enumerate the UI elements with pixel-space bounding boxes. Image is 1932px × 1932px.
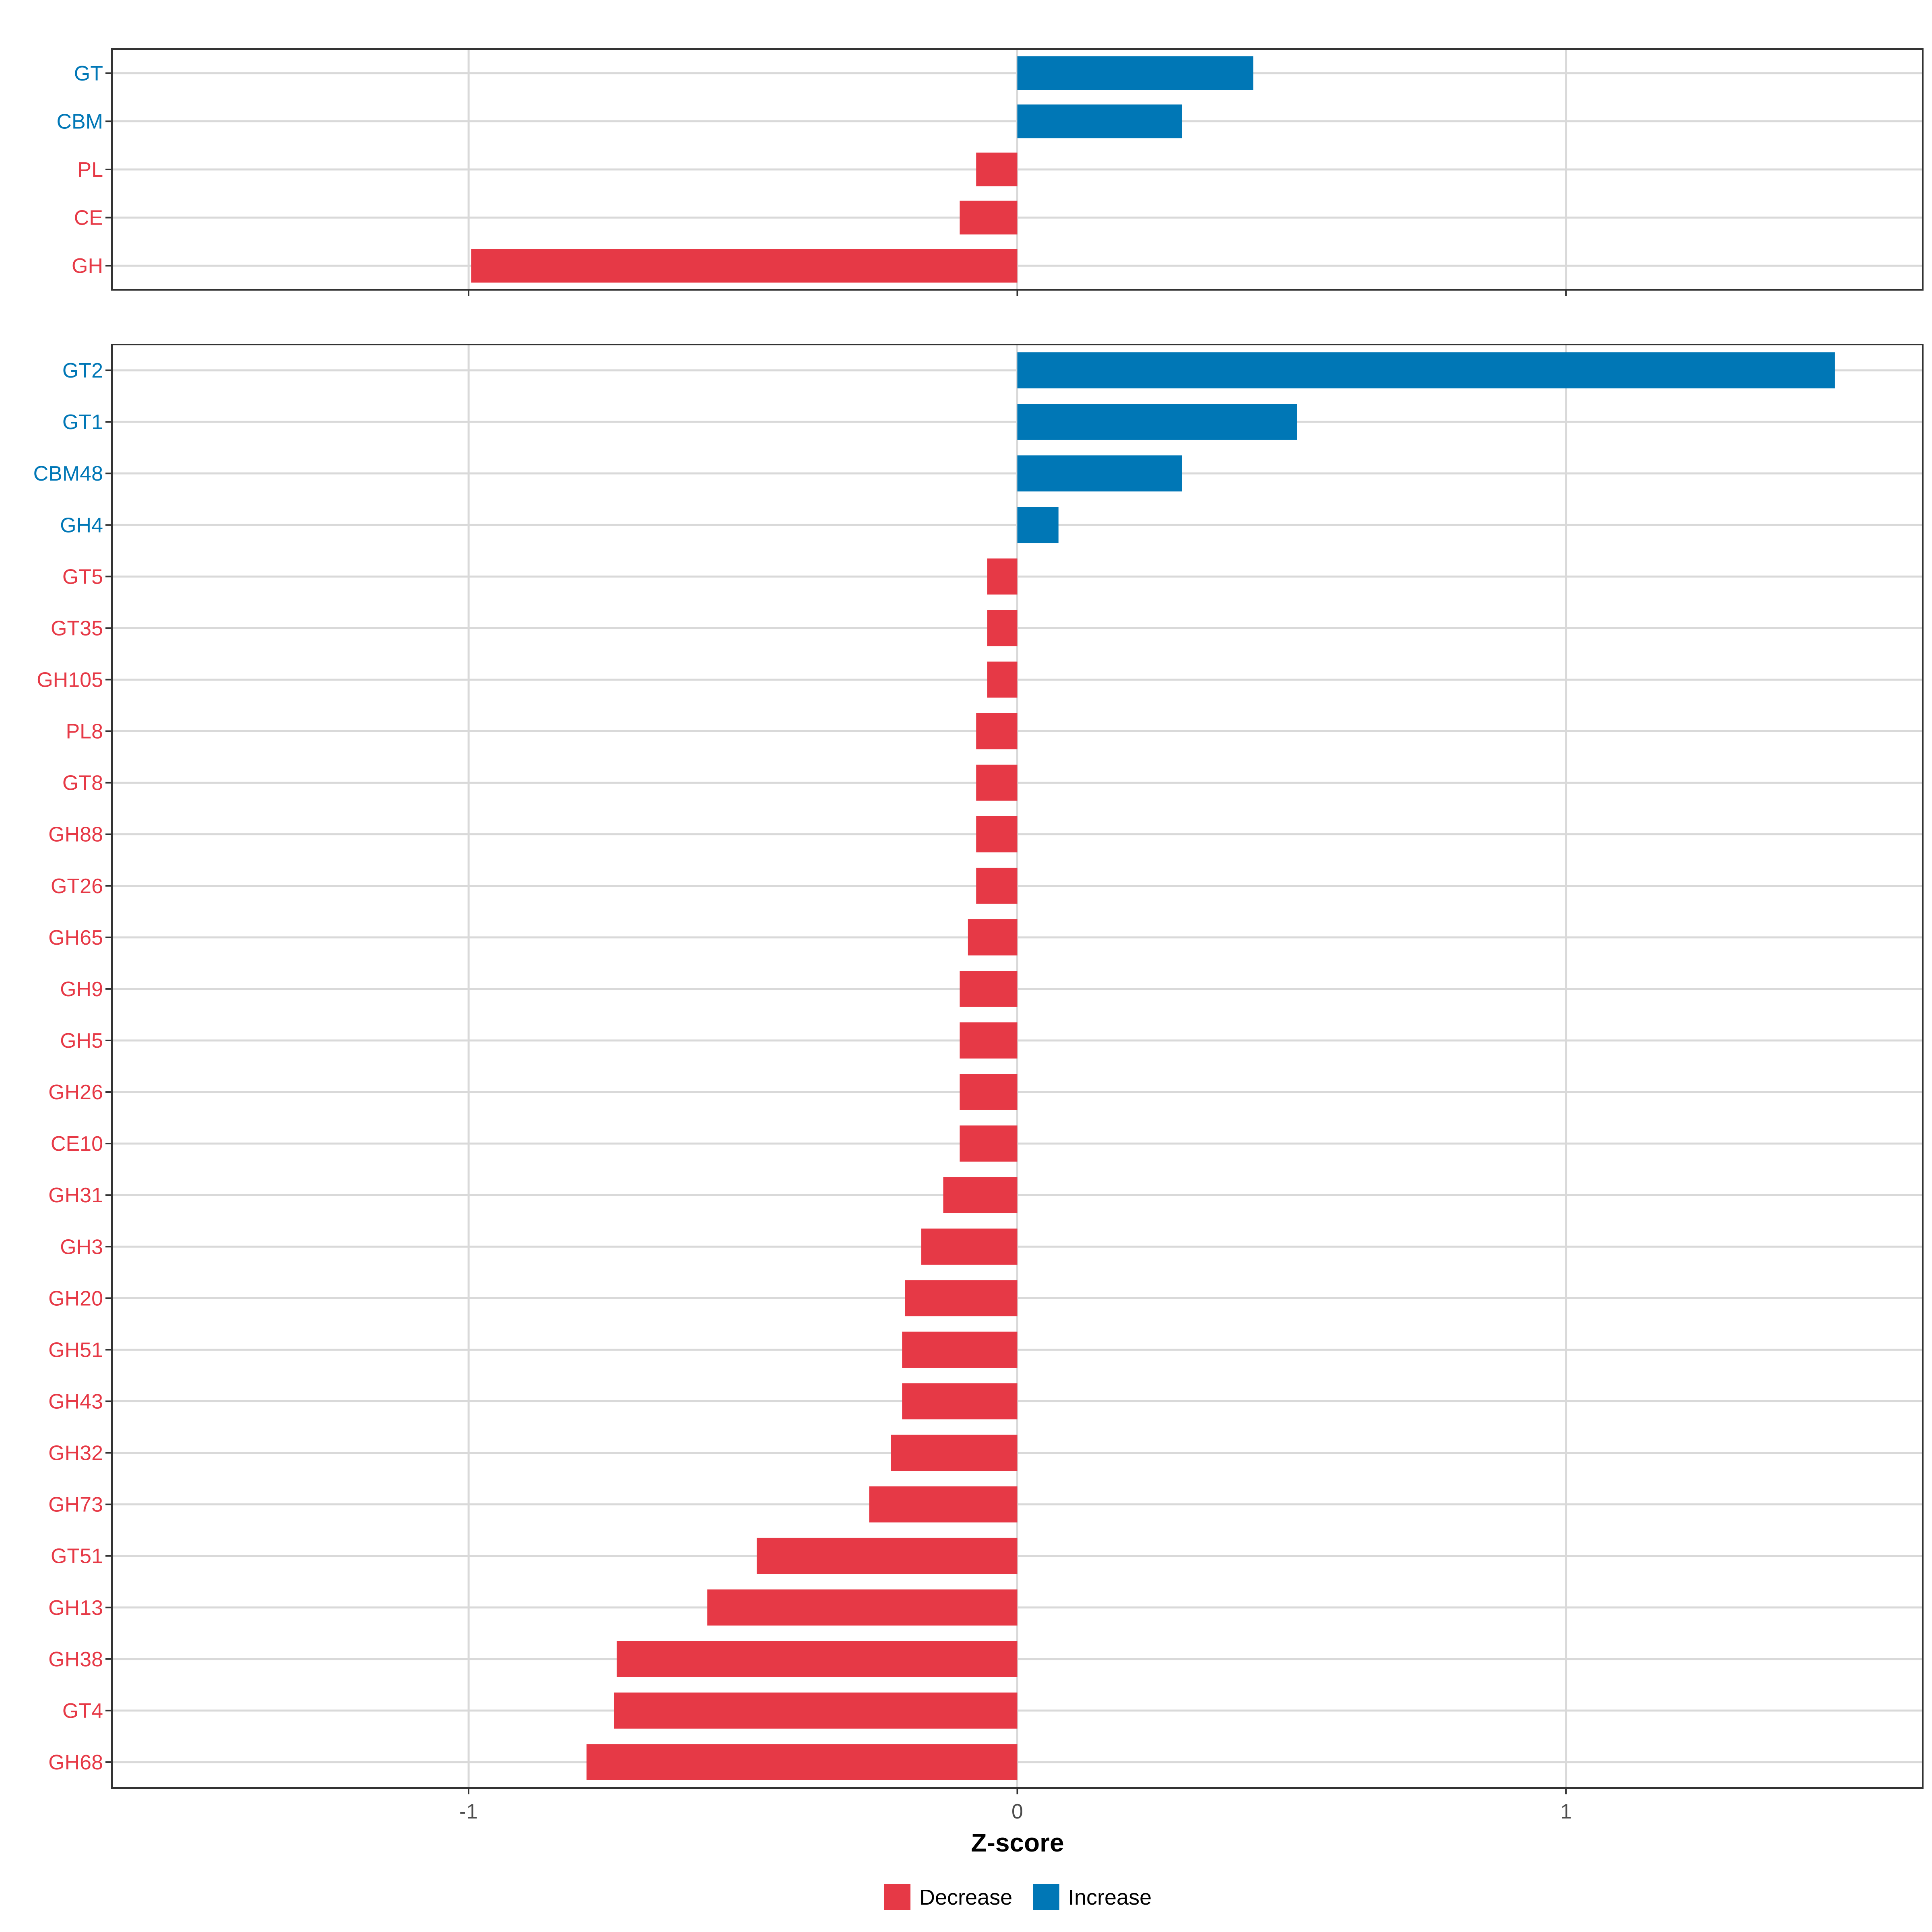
bar-gt: [1017, 56, 1253, 90]
y-tick-label-ce: CE: [74, 206, 103, 230]
bar-gh43: [902, 1383, 1018, 1420]
y-tick-label-gh: GH: [72, 254, 103, 278]
y-tick-label-gt4: GT4: [62, 1699, 103, 1723]
y-tick-label-gh13: GH13: [48, 1596, 103, 1620]
bar-gt8: [976, 764, 1018, 801]
bar-pl8: [976, 713, 1018, 749]
axis-labels: GT CBM PL CE GH GT2 GT1 CBM48 GH4 GT5 GT35 GH105 PL8…: [33, 62, 1572, 1823]
y-tick-label-gh26: GH26: [48, 1081, 103, 1104]
bar-gh105: [987, 661, 1018, 698]
bar-gt4: [614, 1693, 1018, 1729]
bar-gh31: [943, 1177, 1018, 1214]
bar-gh26: [960, 1074, 1018, 1110]
legend-label-decrease: Decrease: [919, 1885, 1012, 1909]
y-tick-label-gt: GT: [74, 62, 103, 85]
y-tick-label-gh51: GH51: [48, 1338, 103, 1362]
y-tick-label-pl8: PL8: [66, 720, 103, 743]
y-tick-label-gh38: GH38: [48, 1648, 103, 1671]
y-tick-label-gh88: GH88: [48, 823, 103, 846]
y-tick-label-gt35: GT35: [51, 617, 103, 640]
y-tick-label-gh73: GH73: [48, 1493, 103, 1517]
bar-cbm: [1017, 104, 1182, 138]
y-tick-label-ce10: CE10: [51, 1132, 103, 1156]
y-tick-label-gh20: GH20: [48, 1287, 103, 1310]
bar-gh4: [1017, 507, 1059, 543]
bar-gt1: [1017, 404, 1297, 440]
bar-gh88: [976, 816, 1018, 852]
bar-gh73: [869, 1486, 1018, 1523]
y-tick-label-gh5: GH5: [60, 1029, 103, 1053]
legend-key-increase: [1033, 1884, 1059, 1910]
bar-gh: [471, 249, 1018, 283]
x-tick-label: -1: [459, 1800, 478, 1823]
y-tick-label-gt5: GT5: [62, 565, 103, 588]
bar-gh20: [905, 1280, 1018, 1317]
bar-gh65: [968, 919, 1018, 956]
bar-gh51: [902, 1331, 1018, 1368]
legend: Decrease Increase: [884, 1884, 1152, 1910]
bar-gt5: [987, 558, 1018, 595]
bar-pl: [976, 153, 1018, 186]
bar-gh3: [921, 1228, 1018, 1265]
y-tick-label-gt51: GT51: [51, 1545, 103, 1568]
bar-gt35: [987, 610, 1018, 646]
y-tick-label-gt1: GT1: [62, 411, 103, 434]
bar-cbm48: [1017, 455, 1182, 492]
y-tick-label-gt8: GT8: [62, 772, 103, 795]
y-tick-label-gh105: GH105: [37, 668, 103, 691]
legend-label-increase: Increase: [1068, 1885, 1152, 1909]
x-tick-label: 1: [1560, 1800, 1572, 1823]
y-tick-label-gh3: GH3: [60, 1235, 103, 1259]
y-tick-label-gh32: GH32: [48, 1442, 103, 1465]
bar-gh38: [617, 1641, 1018, 1677]
y-tick-label-gh65: GH65: [48, 926, 103, 949]
bars: [471, 56, 1835, 1780]
y-tick-label-gh31: GH31: [48, 1184, 103, 1207]
y-tick-label-cbm: CBM: [56, 110, 103, 133]
bar-ce: [960, 200, 1018, 235]
bar-gh5: [960, 1022, 1018, 1059]
legend-key-decrease: [884, 1884, 910, 1910]
bar-ce10: [960, 1125, 1018, 1162]
y-tick-label-gh9: GH9: [60, 978, 103, 1001]
grid-lines: [112, 49, 1923, 1788]
bar-gh9: [960, 971, 1018, 1007]
bar-gt26: [976, 867, 1018, 904]
bar-gh68: [586, 1744, 1018, 1780]
bar-gh13: [707, 1589, 1018, 1626]
y-tick-label-gt2: GT2: [62, 359, 103, 382]
y-tick-label-gh68: GH68: [48, 1751, 103, 1774]
bar-gt2: [1017, 352, 1835, 388]
x-tick-label: 0: [1011, 1800, 1023, 1823]
x-axis-title: Z-score: [971, 1828, 1064, 1857]
y-tick-label-gh4: GH4: [60, 514, 103, 537]
bar-gh32: [891, 1435, 1018, 1471]
bar-gt51: [756, 1538, 1018, 1574]
y-tick-label-gh43: GH43: [48, 1390, 103, 1413]
y-tick-label-pl: PL: [77, 158, 103, 182]
y-tick-label-cbm48: CBM48: [33, 462, 103, 485]
y-tick-label-gt26: GT26: [51, 875, 103, 898]
